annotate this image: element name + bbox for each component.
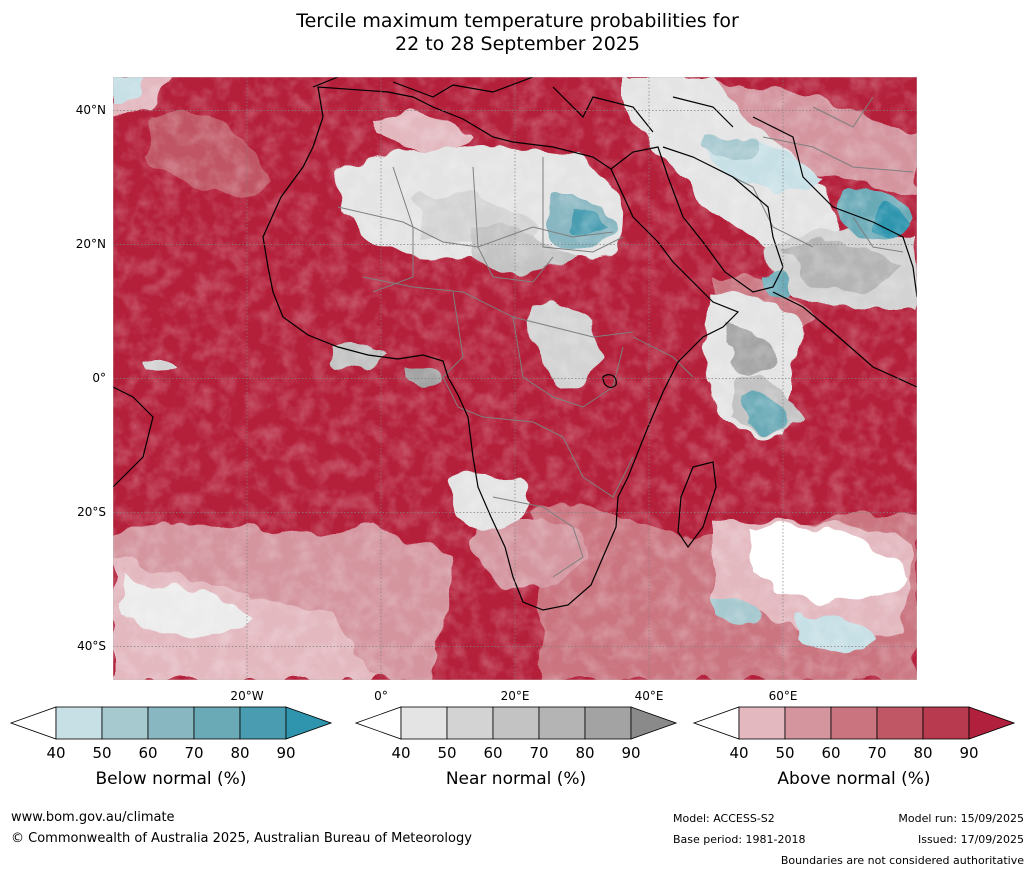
colorbar-segment [922, 706, 970, 740]
colorbar-segment [193, 706, 241, 740]
lon-label-0: 0° [374, 689, 388, 703]
tick-label: 90 [276, 744, 296, 762]
footer-model-run: Model run: 15/09/2025 [898, 812, 1024, 825]
colorbar-extend-high [968, 706, 1015, 740]
colorbar-segment [876, 706, 924, 740]
lon-label-60e: 60°E [768, 689, 798, 703]
tick-label: 40 [46, 744, 66, 762]
lon-label-20e: 20°E [500, 689, 530, 703]
tick-label: 50 [437, 744, 457, 762]
colorbar-segment [400, 706, 448, 740]
graticule [113, 77, 917, 680]
probability-map [113, 77, 917, 680]
footer-issued: Issued: 17/09/2025 [917, 833, 1024, 846]
colorbar-segment [538, 706, 586, 740]
footer-disclaimer: Boundaries are not considered authoritat… [780, 854, 1024, 867]
colorbar-segment [492, 706, 540, 740]
tick-label: 60 [138, 744, 158, 762]
tick-label: 60 [483, 744, 503, 762]
footer-url: www.bom.gov.au/climate [11, 810, 175, 825]
colorbar-extend-low [693, 706, 740, 740]
colorbar-segment [55, 706, 103, 740]
tick-label: 80 [230, 744, 250, 762]
colorbar-segment [738, 706, 786, 740]
lat-label-40s: 40°S [77, 638, 106, 653]
colorbar-segment [784, 706, 832, 740]
colorbar-above-normal [693, 706, 1015, 740]
footer-base-period: Base period: 1981-2018 [673, 833, 806, 846]
lat-label-20n: 20°N [75, 236, 106, 251]
coastlines [113, 77, 917, 611]
colorbar-below-normal-label: Below normal (%) [95, 769, 247, 789]
tick-label: 80 [575, 744, 595, 762]
tick-label: 40 [391, 744, 411, 762]
tick-label: 70 [184, 744, 204, 762]
lat-label-20s: 20°S [77, 504, 106, 519]
colorbar-segment [584, 706, 632, 740]
colorbar-extend-low [355, 706, 402, 740]
tick-label: 90 [621, 744, 641, 762]
tick-label: 70 [529, 744, 549, 762]
colorbar-segment [147, 706, 195, 740]
colorbar-extend-high [285, 706, 332, 740]
lat-label-equator: 0° [92, 370, 106, 385]
colorbar-below-normal [10, 706, 332, 740]
tick-label: 40 [729, 744, 749, 762]
lon-label-20w: 20°W [230, 689, 264, 703]
title-line-1: Tercile maximum temperature probabilitie… [296, 10, 739, 32]
tick-label: 80 [913, 744, 933, 762]
colorbar-segment [239, 706, 287, 740]
lat-label-40n: 40°N [75, 102, 106, 117]
tick-label: 50 [92, 744, 112, 762]
title-line-2: 22 to 28 September 2025 [395, 33, 640, 55]
lon-label-40e: 40°E [634, 689, 664, 703]
colorbar-extend-low [10, 706, 57, 740]
colorbar-near-normal-label: Near normal (%) [445, 769, 587, 789]
colorbar-above-normal-label: Above normal (%) [777, 769, 931, 789]
tick-label: 90 [959, 744, 979, 762]
colorbar-segment [446, 706, 494, 740]
colorbar-near-normal [355, 706, 677, 740]
colorbar-segment [830, 706, 878, 740]
tick-label: 60 [821, 744, 841, 762]
tick-label: 50 [775, 744, 795, 762]
colorbar-segment [101, 706, 149, 740]
colorbar-extend-high [630, 706, 677, 740]
tick-label: 70 [867, 744, 887, 762]
chart-title: Tercile maximum temperature probabilitie… [0, 10, 1035, 56]
map-panel [113, 77, 917, 680]
footer-model: Model: ACCESS-S2 [673, 812, 775, 825]
country-borders [337, 96, 914, 578]
footer-copyright: © Commonwealth of Australia 2025, Austra… [11, 831, 472, 846]
